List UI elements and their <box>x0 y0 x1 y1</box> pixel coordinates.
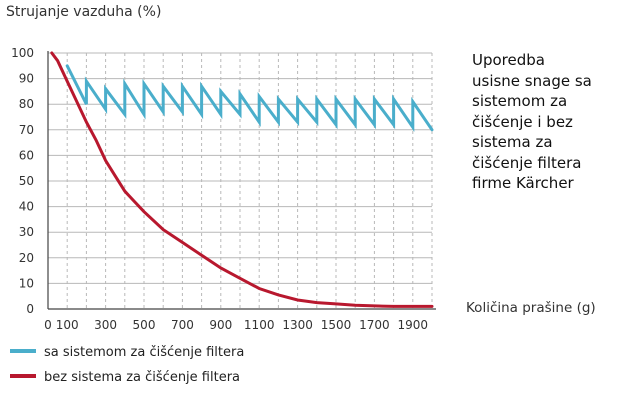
series-line-without-cleaning <box>50 51 434 308</box>
y-tick-label: 20 <box>19 251 34 265</box>
y-axis-label: Strujanje vazduha (%) <box>6 4 162 20</box>
grid <box>48 52 433 309</box>
y-tick-label: 10 <box>19 276 34 290</box>
legend-swatch-blue <box>10 349 36 353</box>
tick-labels: 0 10 20 30 40 50 60 70 80 90 100 0 100 300 500 700 900 11… <box>11 46 428 332</box>
x-tick-label: 0 <box>44 318 52 332</box>
y-tick-label: 80 <box>19 97 34 111</box>
x-tick-label: 1300 <box>282 318 313 332</box>
x-tick-label: 1100 <box>244 318 275 332</box>
annotation-line: čišćenje i bez <box>472 112 573 131</box>
chart-annotation: Uporedba usisne snage sa sistemom za čiš… <box>472 50 612 194</box>
annotation-line: usisne snage sa <box>472 71 592 90</box>
y-tick-label: 90 <box>19 72 34 86</box>
x-tick-label: 1500 <box>321 318 352 332</box>
annotation-line: sistemom za <box>472 92 568 110</box>
annotation-line: Uporedba <box>472 51 545 69</box>
y-tick-label: 30 <box>19 225 34 239</box>
annotation-line: sistema za <box>472 133 553 151</box>
legend-swatch-red <box>10 374 36 378</box>
legend-label: bez sistema za čišćenje filtera <box>44 370 241 385</box>
series-line-with-cleaning <box>65 64 434 133</box>
x-tick-label: 900 <box>209 318 232 332</box>
annotation-line: čišćenje filtera <box>472 153 582 172</box>
y-tick-label: 0 <box>26 302 34 316</box>
x-tick-label: 300 <box>94 318 117 332</box>
x-tick-label: 1700 <box>359 318 390 332</box>
x-tick-label: 100 <box>56 318 79 332</box>
x-tick-label: 1900 <box>398 318 429 332</box>
annotation-line: firme Kärcher <box>472 174 574 192</box>
x-axis-label: Količina prašine (g) <box>466 300 596 316</box>
y-tick-label: 40 <box>19 200 34 214</box>
y-tick-label: 70 <box>19 123 34 137</box>
legend-label: sa sistemom za čišćenje filtera <box>44 345 245 360</box>
axes <box>47 51 436 310</box>
legend-item-without-cleaning: bez sistema za čišćenje filtera <box>10 370 240 385</box>
series <box>50 51 434 308</box>
x-tick-label: 500 <box>133 318 156 332</box>
x-tick-label: 700 <box>171 318 194 332</box>
y-tick-label: 100 <box>11 46 34 60</box>
y-tick-label: 60 <box>19 148 34 162</box>
legend-item-with-cleaning: sa sistemom za čišćenje filtera <box>10 345 244 360</box>
y-tick-label: 50 <box>19 174 34 188</box>
